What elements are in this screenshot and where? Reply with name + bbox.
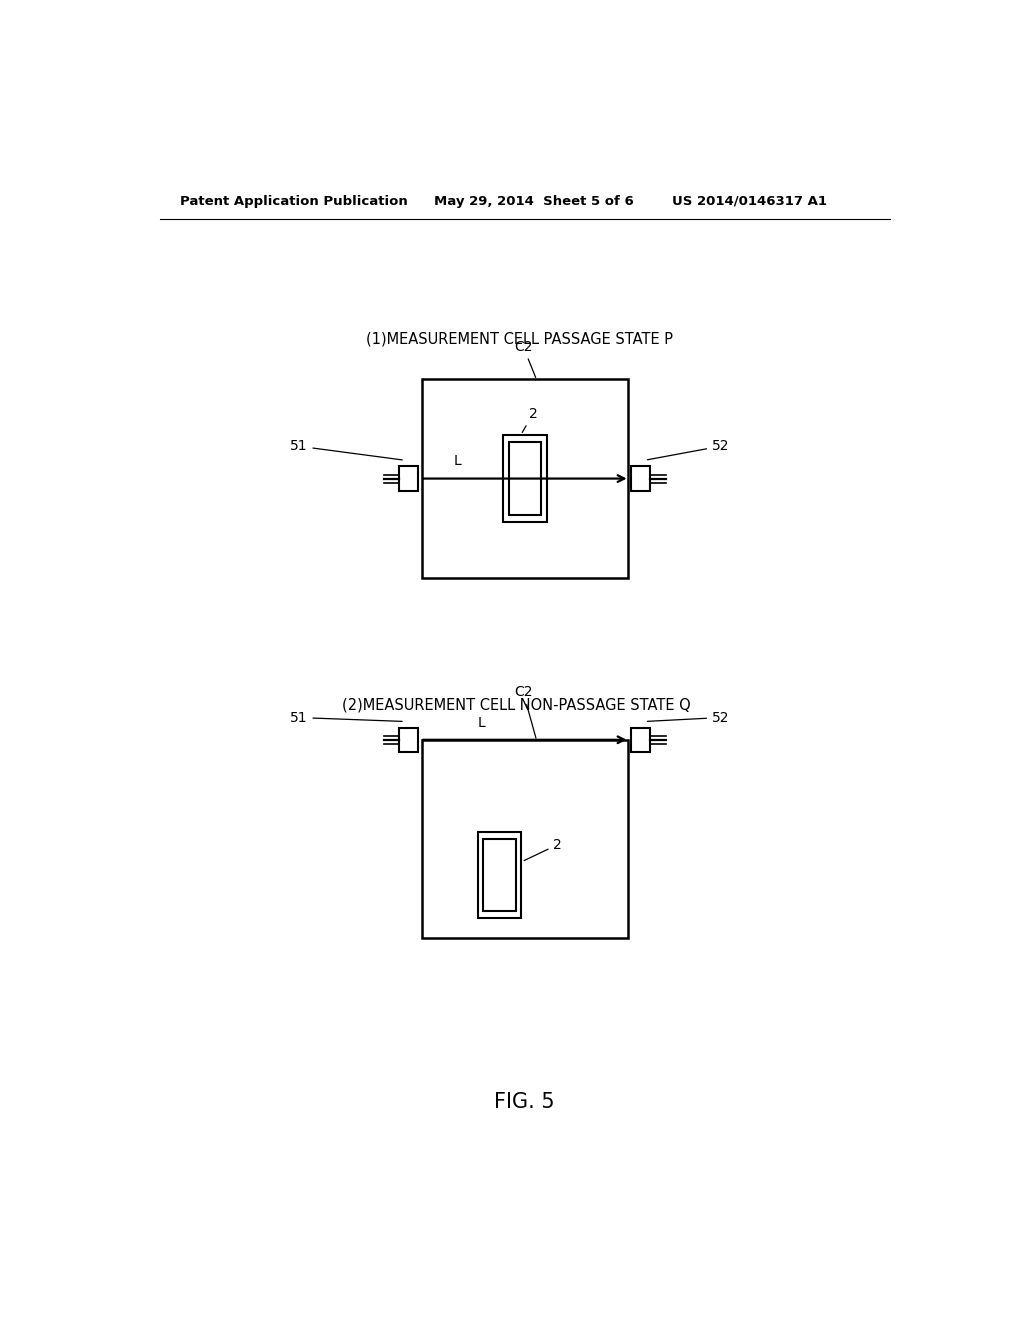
Text: Patent Application Publication: Patent Application Publication [179, 194, 408, 207]
Text: 52: 52 [647, 440, 729, 459]
Bar [399, 466, 419, 491]
Bar [399, 727, 419, 752]
Text: US 2014/0146317 A1: US 2014/0146317 A1 [672, 194, 826, 207]
Text: C2: C2 [514, 339, 536, 378]
Bar [422, 741, 628, 939]
Bar [477, 832, 521, 919]
Text: 2: 2 [522, 407, 538, 433]
Bar [503, 436, 547, 521]
Text: 51: 51 [290, 440, 402, 459]
Text: 52: 52 [647, 710, 729, 725]
Text: 51: 51 [290, 710, 402, 725]
Text: May 29, 2014  Sheet 5 of 6: May 29, 2014 Sheet 5 of 6 [433, 194, 633, 207]
Bar [631, 466, 650, 491]
Bar [483, 840, 516, 911]
Bar [509, 442, 541, 515]
Text: (2)MEASUREMENT CELL NON-PASSAGE STATE Q: (2)MEASUREMENT CELL NON-PASSAGE STATE Q [342, 697, 691, 713]
Text: L: L [477, 715, 485, 730]
Text: 2: 2 [524, 838, 562, 861]
Text: FIG. 5: FIG. 5 [495, 1092, 555, 1111]
Bar [631, 727, 650, 752]
Text: C2: C2 [514, 685, 536, 738]
Text: (1)MEASUREMENT CELL PASSAGE STATE P: (1)MEASUREMENT CELL PASSAGE STATE P [367, 331, 673, 346]
Text: L: L [454, 454, 461, 469]
Bar [422, 379, 628, 578]
